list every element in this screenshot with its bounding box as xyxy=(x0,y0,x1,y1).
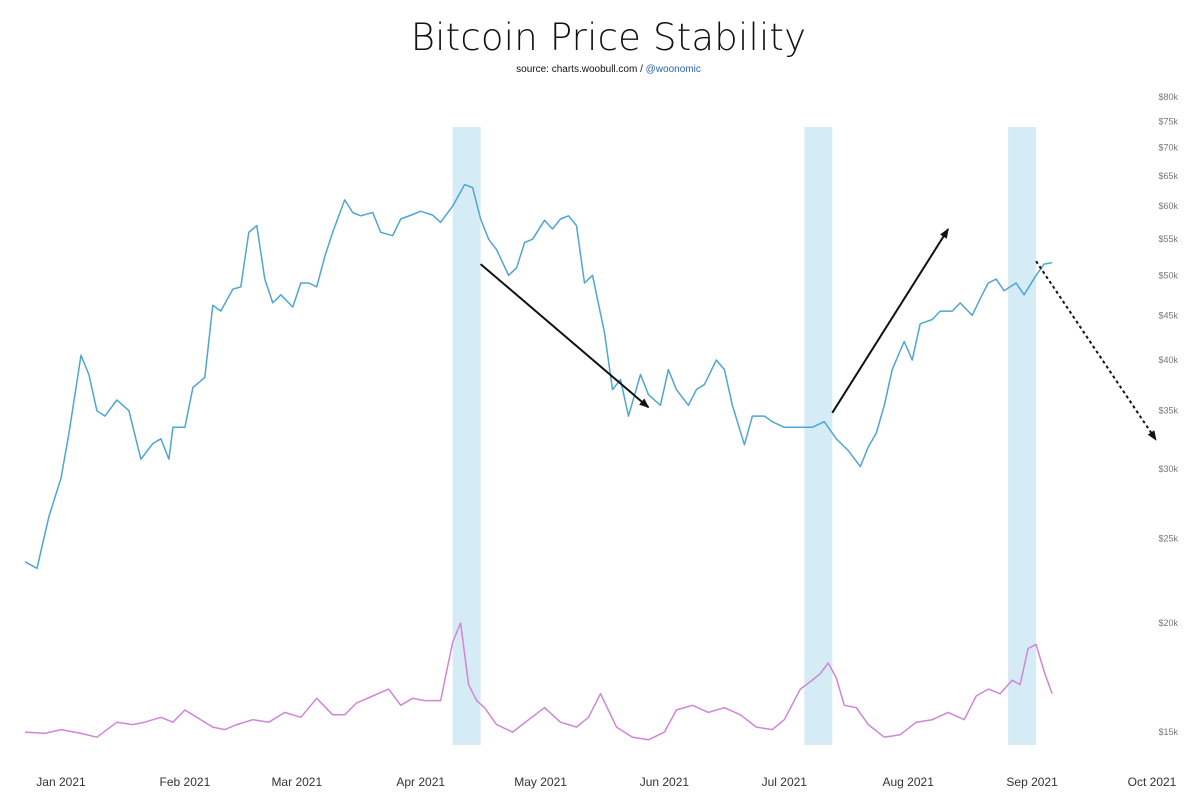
trend-arrow-3 xyxy=(1035,260,1157,441)
trend-arrow-1 xyxy=(479,263,650,409)
highlight-band-1 xyxy=(452,127,481,745)
source-label: source: charts.woobull.com / xyxy=(516,64,646,75)
y-tick-label: $35k xyxy=(1158,406,1178,416)
x-tick-label: May 2021 xyxy=(514,775,567,789)
chart-source: source: charts.woobull.com / @woonomic xyxy=(0,64,1200,75)
x-tick-label: Jan 2021 xyxy=(36,775,86,789)
y-tick-label: $80k xyxy=(1158,92,1178,102)
x-tick-label: Jul 2021 xyxy=(762,775,808,789)
x-tick-label: Oct 2021 xyxy=(1128,775,1177,789)
y-tick-label: $40k xyxy=(1158,355,1178,365)
price-line xyxy=(24,183,1053,570)
y-tick-label: $45k xyxy=(1158,310,1178,320)
y-tick-label: $50k xyxy=(1158,270,1178,280)
y-tick-label: $75k xyxy=(1158,117,1178,127)
x-axis: Jan 2021 Feb 2021 Mar 2021 Apr 2021 May 2021… xyxy=(36,775,1176,789)
x-tick-label: Apr 2021 xyxy=(396,775,445,789)
y-tick-label: $30k xyxy=(1158,464,1178,474)
y-tick-label: $65k xyxy=(1158,171,1178,181)
y-tick-label: $20k xyxy=(1158,618,1178,628)
x-tick-label: Jun 2021 xyxy=(640,775,690,789)
y-tick-label: $15k xyxy=(1158,727,1178,737)
trend-arrows xyxy=(479,228,1157,441)
source-handle[interactable]: @woonomic xyxy=(645,64,701,75)
highlight-band-2 xyxy=(804,127,833,745)
y-tick-label: $60k xyxy=(1158,201,1178,211)
x-tick-label: Mar 2021 xyxy=(271,775,322,789)
y-tick-label: $25k xyxy=(1158,533,1178,543)
series-layer xyxy=(24,183,1053,741)
y-axis: $15k $20k $25k $30k $35k $40k $45k $50k $55k $60k… xyxy=(1158,92,1178,737)
chart-title: Bitcoin Price Stability xyxy=(410,16,807,59)
x-tick-label: Feb 2021 xyxy=(160,775,211,789)
x-tick-label: Sep 2021 xyxy=(1006,775,1058,789)
x-tick-label: Aug 2021 xyxy=(883,775,935,789)
y-tick-label: $55k xyxy=(1158,234,1178,244)
highlight-band-3 xyxy=(1008,127,1037,745)
trend-arrow-2 xyxy=(831,228,950,414)
highlight-bands xyxy=(452,127,1037,745)
y-tick-label: $70k xyxy=(1158,143,1178,153)
stability-line xyxy=(24,622,1053,741)
